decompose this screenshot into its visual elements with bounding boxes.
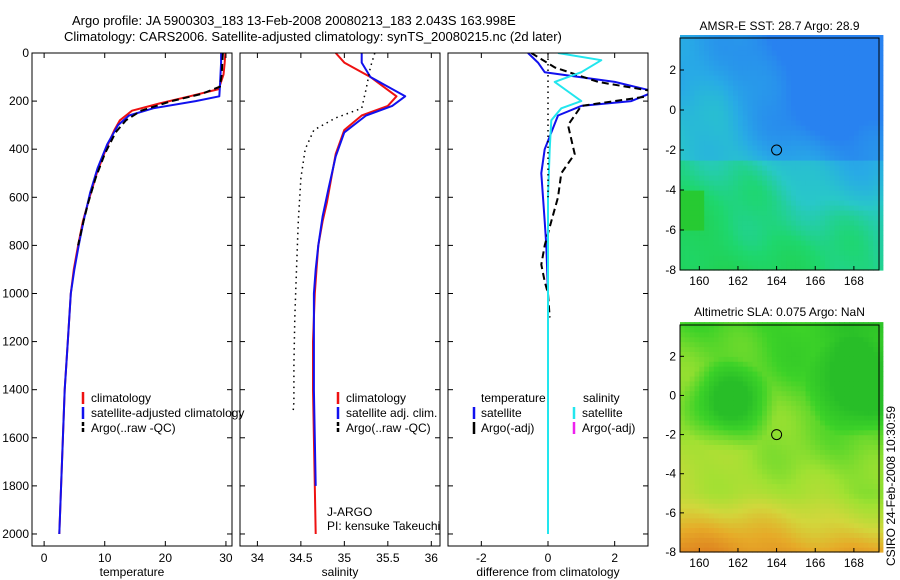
- y-tick-label: 1600: [2, 431, 29, 445]
- x-tick-label: 0: [41, 551, 48, 565]
- y-tick-label: -6: [665, 223, 676, 237]
- x-tick-label: 168: [844, 274, 864, 288]
- x-axis-label: difference from climatology: [476, 565, 619, 579]
- series-line-temp-argo: [530, 53, 648, 318]
- map-frame: [679, 37, 880, 271]
- x-tick-label: 164: [767, 556, 787, 570]
- argo-location-marker: [771, 429, 783, 441]
- map-title: AMSR-E SST: 28.7 Argo: 28.9: [699, 19, 859, 33]
- annotation-line: J-ARGO: [327, 505, 372, 519]
- map-frame: [679, 324, 880, 553]
- y-tick-label: 1400: [2, 383, 29, 397]
- series-line-satellite: [312, 53, 407, 486]
- y-tick-label: 2: [669, 349, 676, 363]
- legend-panel-3: temperaturesatelliteArgo(-adj)salinitysa…: [472, 391, 635, 435]
- series-line-argo: [77, 53, 224, 246]
- x-tick-label: 162: [728, 274, 748, 288]
- legend-label: climatology: [91, 391, 151, 405]
- x-tick-label: 168: [844, 556, 864, 570]
- legend-label: satellite: [481, 406, 522, 420]
- x-tick-label: 160: [689, 556, 709, 570]
- y-tick-label: 1800: [2, 479, 29, 493]
- axes-frame: [31, 52, 233, 547]
- y-tick-label: 800: [9, 238, 29, 252]
- x-tick-label: 34.5: [289, 551, 313, 565]
- y-tick-label: -8: [665, 263, 676, 277]
- y-tick-label: -4: [665, 467, 676, 481]
- legend-label: satellite-adjusted climatology: [91, 406, 244, 420]
- x-tick-label: 164: [767, 274, 787, 288]
- figure-title-line2: Climatology: CARS2006. Satellite-adjuste…: [64, 29, 562, 44]
- x-axis-label: temperature: [100, 565, 165, 579]
- series-line-climatology: [58, 53, 227, 535]
- legend-label: Argo(-adj): [481, 421, 534, 435]
- y-tick-label: 0: [669, 388, 676, 402]
- x-tick-label: 20: [159, 551, 173, 565]
- legend-label: salinity: [583, 391, 620, 405]
- y-tick-label: 1000: [2, 286, 29, 300]
- y-tick-label: 1200: [2, 335, 29, 349]
- map-title: Altimetric SLA: 0.075 Argo: NaN: [694, 305, 865, 319]
- legend-label: Argo(..raw -QC): [91, 421, 176, 435]
- map-heatmap-cells: 160 162 164 166 168 -8 -6 -4 -2 0 2 Altimetric SLA:…: [665, 305, 884, 570]
- x-tick-label: 35: [338, 551, 352, 565]
- y-tick-label: 400: [9, 142, 29, 156]
- series-line-sal-satellite: [547, 53, 603, 534]
- y-tick-label: 2: [669, 63, 676, 77]
- x-tick-label: 34: [251, 551, 265, 565]
- x-tick-label: -2: [476, 551, 487, 565]
- y-tick-label: -6: [665, 506, 676, 520]
- legend-label: temperature: [481, 391, 546, 405]
- x-tick-label: 30: [219, 551, 233, 565]
- x-tick-label: 162: [728, 556, 748, 570]
- series-line-satellite: [58, 53, 223, 535]
- map-heatmap-cells: 160 162 164 166 168 -8 -6 -4 -2 0 2 AMSR-E SST: 28.…: [665, 19, 884, 288]
- legend-label: climatology: [346, 391, 406, 405]
- argo-location-marker: [771, 144, 783, 156]
- legend-label: Argo(..raw -QC): [346, 421, 431, 435]
- x-axis-label: salinity: [322, 565, 359, 579]
- y-tick-label: 600: [9, 190, 29, 204]
- y-tick-label: 0: [669, 103, 676, 117]
- profile-panel-2: 34 34.5 35 35.5 36 salinity: [239, 52, 441, 579]
- x-tick-label: 10: [98, 551, 112, 565]
- x-tick-label: 166: [805, 556, 825, 570]
- series-line-argo: [292, 53, 376, 414]
- y-tick-label: 200: [9, 94, 29, 108]
- x-tick-label: 160: [689, 274, 709, 288]
- legend-label: satellite: [582, 406, 623, 420]
- y-tick-label: -2: [665, 143, 676, 157]
- x-tick-label: 35.5: [376, 551, 400, 565]
- y-tick-label: -2: [665, 428, 676, 442]
- y-tick-label: -8: [665, 545, 676, 559]
- x-tick-label: 36: [425, 551, 439, 565]
- axes-frame: [239, 52, 441, 547]
- legend-label: satellite adj. clim.: [346, 406, 437, 420]
- y-tick-label: -4: [665, 183, 676, 197]
- profile-panel-1: 0 10 20 30 0 200 400 600 800 1000 1200 1400 1600 1800…: [2, 46, 233, 579]
- legend-label: Argo(-adj): [582, 421, 635, 435]
- x-tick-label: 2: [611, 551, 618, 565]
- x-tick-label: 166: [805, 274, 825, 288]
- y-tick-label: 2000: [2, 527, 29, 541]
- figure-title-line1: Argo profile: JA 5900303_183 13-Feb-2008…: [72, 13, 516, 28]
- x-tick-label: 0: [545, 551, 552, 565]
- annotation-line: PI: kensuke Takeuchi: [327, 519, 440, 533]
- y-tick-label: 0: [22, 46, 29, 60]
